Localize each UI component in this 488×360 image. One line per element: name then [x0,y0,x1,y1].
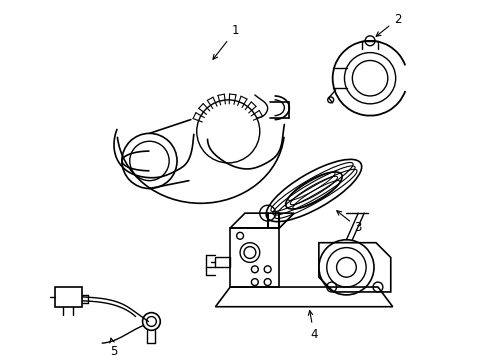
Text: 4: 4 [307,311,317,341]
Text: 1: 1 [213,24,239,59]
Text: 5: 5 [110,338,118,357]
Text: 2: 2 [375,13,401,36]
Text: 3: 3 [336,211,361,234]
